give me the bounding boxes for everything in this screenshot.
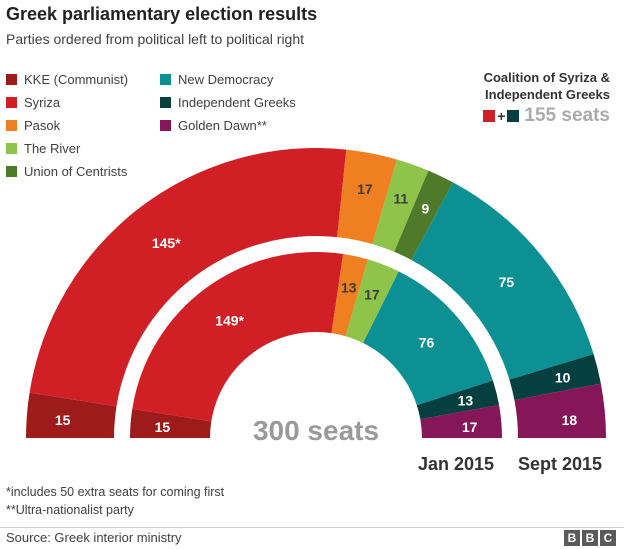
legend-swatch [6, 143, 17, 154]
bbc-logo: B B C [564, 530, 616, 546]
segment-jan-2015-golden-dawn [420, 405, 502, 438]
ring-label-sept-2015: Sept 2015 [518, 454, 602, 474]
bbc-logo-letter: C [600, 530, 616, 546]
label-jan-2015-new-democracy: 76 [419, 335, 435, 351]
legend-label: New Democracy [178, 72, 274, 87]
ring-jan-2015 [130, 252, 502, 438]
label-sept-2015-pasok: 17 [357, 181, 373, 197]
label-jan-2015-the-river: 17 [364, 287, 380, 303]
coalition-seats-row: + 155 seats [410, 105, 610, 127]
label-sept-2015-kke-communist: 15 [55, 412, 71, 428]
label-sept-2015-golden-dawn: 18 [562, 412, 578, 428]
segment-jan-2015-kke-communist [130, 408, 212, 438]
chart-subtitle: Parties ordered from political left to p… [6, 31, 305, 47]
segment-sept-2015-golden-dawn [514, 383, 606, 438]
footer-divider [0, 527, 624, 528]
syriza-swatch [483, 110, 496, 122]
total-seats-label: 300 seats [253, 415, 379, 446]
legend-column-1: KKE (Communist) Syriza Pasok The River U… [6, 68, 128, 183]
legend-swatch [6, 74, 17, 85]
segment-sept-2015-union-of-centrists [394, 170, 454, 260]
legend-swatch [160, 97, 171, 108]
legend-item-pasok: Pasok [6, 114, 128, 137]
segment-jan-2015-new-democracy [363, 271, 493, 406]
label-sept-2015-syriza: 145* [152, 235, 181, 251]
segment-jan-2015-the-river [345, 259, 399, 344]
segment-sept-2015-independent-greeks [509, 354, 601, 401]
legend-item-independent-greeks: Independent Greeks [160, 91, 296, 114]
legend-column-2: New Democracy Independent Greeks Golden … [160, 68, 296, 137]
legend-label: Independent Greeks [178, 95, 296, 110]
legend-item-syriza: Syriza [6, 91, 128, 114]
label-jan-2015-pasok: 13 [341, 280, 357, 296]
legend-item-kke: KKE (Communist) [6, 68, 128, 91]
legend-swatch [160, 74, 171, 85]
legend-label: Union of Centrists [24, 164, 128, 179]
legend-swatch [160, 120, 171, 131]
ring-sept-2015 [26, 147, 606, 438]
coalition-title-line-1: Coalition of Syriza & [483, 70, 610, 85]
legend-label: The River [24, 141, 81, 156]
legend-label: Golden Dawn** [178, 118, 267, 133]
segment-jan-2015-independent-greeks [416, 380, 500, 420]
label-sept-2015-the-river: 11 [393, 191, 408, 207]
coalition-plus: + [497, 108, 506, 124]
label-jan-2015-kke-communist: 15 [155, 419, 171, 435]
label-jan-2015-syriza: 149* [215, 312, 244, 328]
source-note: Source: Greek interior ministry [6, 530, 182, 545]
segment-sept-2015-syriza [29, 147, 347, 407]
legend-item-the-river: The River [6, 137, 128, 160]
footnote-extra-seats: *includes 50 extra seats for coming firs… [6, 485, 225, 499]
segment-sept-2015-new-democracy [411, 182, 594, 380]
legend-item-new-democracy: New Democracy [160, 68, 296, 91]
footnote-ultra-nationalist: **Ultra-nationalist party [6, 503, 134, 517]
segment-sept-2015-kke-communist [26, 392, 117, 438]
label-sept-2015-independent-greeks: 10 [555, 369, 571, 385]
label-sept-2015-union-of-centrists: 9 [421, 201, 429, 217]
label-jan-2015-golden-dawn: 17 [462, 419, 478, 435]
legend-label: Syriza [24, 95, 61, 110]
segment-jan-2015-syriza [132, 252, 344, 422]
bbc-logo-letter: B [564, 530, 580, 546]
coalition-seats: 155 seats [524, 105, 610, 126]
segment-sept-2015-the-river [372, 159, 429, 252]
independent-greeks-swatch [507, 110, 520, 122]
legend-swatch [6, 120, 17, 131]
coalition-callout: Coalition of Syriza & Independent Greeks… [410, 69, 610, 127]
ring-label-jan-2015: Jan 2015 [418, 454, 494, 474]
chart-title: Greek parliamentary election results [6, 4, 318, 24]
legend-swatch [6, 166, 17, 177]
segment-sept-2015-pasok [337, 149, 397, 245]
label-sept-2015-new-democracy: 75 [499, 274, 515, 290]
parliament-chart: 15 145* 17 11 9 75 10 18 15 149* 13 17 76 13 17 300 se… [26, 147, 606, 474]
legend-label: Pasok [24, 118, 61, 133]
segment-jan-2015-pasok [331, 253, 368, 337]
legend-label: KKE (Communist) [24, 72, 129, 87]
legend-swatch [6, 97, 17, 108]
label-jan-2015-independent-greeks: 13 [458, 392, 474, 408]
bbc-logo-letter: B [582, 530, 598, 546]
segment-labels: 15 145* 17 11 9 75 10 18 15 149* 13 17 76 13 17 [55, 181, 578, 435]
coalition-title-line-2: Independent Greeks [485, 87, 610, 102]
legend-item-golden-dawn: Golden Dawn** [160, 114, 296, 137]
legend-item-union-of-centrists: Union of Centrists [6, 160, 128, 183]
